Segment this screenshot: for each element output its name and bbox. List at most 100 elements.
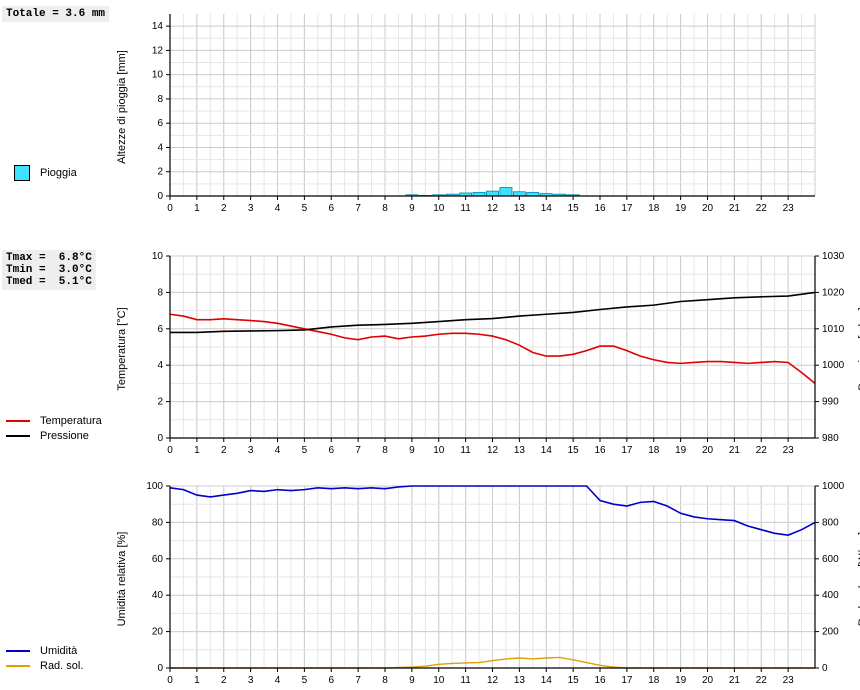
humid-chart: 0123456789101112131415161718192021222302…: [130, 478, 860, 688]
svg-text:19: 19: [675, 203, 687, 214]
svg-text:0: 0: [157, 191, 163, 202]
svg-text:8: 8: [157, 94, 163, 105]
svg-text:0: 0: [822, 663, 828, 674]
svg-text:12: 12: [487, 203, 499, 214]
svg-text:10: 10: [433, 445, 445, 456]
legend-label: Pressione: [40, 430, 89, 442]
svg-text:1: 1: [194, 675, 200, 686]
legend-line: [6, 650, 30, 652]
svg-text:12: 12: [487, 445, 499, 456]
svg-text:5: 5: [302, 675, 308, 686]
svg-text:12: 12: [152, 45, 164, 56]
svg-text:14: 14: [152, 21, 164, 32]
temp-info-box: Tmax = 6.8°C Tmin = 3.0°C Tmed = 5.1°C: [2, 250, 96, 290]
svg-text:1000: 1000: [822, 360, 845, 371]
svg-text:1030: 1030: [822, 251, 845, 262]
svg-text:21: 21: [729, 203, 741, 214]
legend-swatch: [14, 165, 30, 181]
svg-text:400: 400: [822, 590, 839, 601]
svg-text:16: 16: [594, 675, 606, 686]
svg-text:1: 1: [194, 203, 200, 214]
svg-text:8: 8: [382, 675, 388, 686]
svg-text:12: 12: [487, 675, 499, 686]
svg-text:21: 21: [729, 675, 741, 686]
svg-text:5: 5: [302, 445, 308, 456]
svg-text:8: 8: [382, 203, 388, 214]
svg-text:22: 22: [756, 203, 768, 214]
legend-label: Temperatura: [40, 415, 102, 427]
svg-text:1010: 1010: [822, 324, 845, 335]
svg-text:10: 10: [152, 251, 164, 262]
svg-text:5: 5: [302, 203, 308, 214]
svg-text:2: 2: [221, 675, 227, 686]
svg-text:100: 100: [146, 481, 163, 492]
svg-text:1: 1: [194, 445, 200, 456]
svg-text:23: 23: [783, 675, 795, 686]
svg-text:17: 17: [621, 445, 633, 456]
svg-text:4: 4: [157, 360, 163, 371]
svg-text:1000: 1000: [822, 481, 845, 492]
svg-text:0: 0: [167, 445, 173, 456]
svg-text:6: 6: [157, 118, 163, 129]
svg-text:11: 11: [460, 203, 471, 214]
svg-text:22: 22: [756, 675, 768, 686]
legend-line: [6, 420, 30, 422]
svg-text:11: 11: [460, 445, 471, 456]
svg-text:20: 20: [702, 445, 714, 456]
svg-text:17: 17: [621, 203, 633, 214]
svg-text:19: 19: [675, 445, 687, 456]
svg-text:3: 3: [248, 203, 254, 214]
svg-text:8: 8: [382, 445, 388, 456]
svg-text:23: 23: [783, 445, 795, 456]
legend-line: [6, 665, 30, 667]
svg-text:16: 16: [594, 445, 606, 456]
svg-text:1020: 1020: [822, 287, 845, 298]
svg-text:10: 10: [433, 203, 445, 214]
svg-text:0: 0: [157, 663, 163, 674]
svg-text:3: 3: [248, 675, 254, 686]
svg-text:7: 7: [355, 675, 361, 686]
svg-text:200: 200: [822, 627, 839, 638]
svg-text:14: 14: [541, 445, 553, 456]
svg-text:18: 18: [648, 203, 660, 214]
svg-text:4: 4: [275, 675, 281, 686]
svg-text:20: 20: [702, 203, 714, 214]
svg-text:9: 9: [409, 203, 415, 214]
svg-text:10: 10: [433, 675, 445, 686]
svg-text:15: 15: [568, 675, 580, 686]
svg-text:600: 600: [822, 554, 839, 565]
svg-text:15: 15: [568, 445, 580, 456]
svg-text:800: 800: [822, 517, 839, 528]
svg-text:13: 13: [514, 445, 526, 456]
svg-text:0: 0: [167, 203, 173, 214]
svg-text:21: 21: [729, 445, 741, 456]
svg-text:20: 20: [152, 627, 164, 638]
svg-text:4: 4: [275, 445, 281, 456]
svg-text:990: 990: [822, 397, 839, 408]
temp-chart: 0123456789101112131415161718192021222302…: [130, 248, 860, 458]
svg-text:6: 6: [328, 675, 334, 686]
svg-text:6: 6: [157, 324, 163, 335]
rain-info-box: Totale = 3.6 mm: [2, 6, 109, 22]
svg-text:20: 20: [702, 675, 714, 686]
temp-legend-0: Temperatura: [6, 415, 102, 427]
temp-legend-1: Pressione: [6, 430, 89, 442]
svg-text:2: 2: [221, 445, 227, 456]
svg-text:4: 4: [275, 203, 281, 214]
svg-text:17: 17: [621, 675, 633, 686]
svg-text:2: 2: [157, 397, 163, 408]
svg-text:23: 23: [783, 203, 795, 214]
svg-text:980: 980: [822, 433, 839, 444]
humid-legend-0: Umidità: [6, 645, 77, 657]
svg-text:10: 10: [152, 70, 164, 81]
svg-text:2: 2: [157, 167, 163, 178]
svg-text:0: 0: [167, 675, 173, 686]
svg-text:2: 2: [221, 203, 227, 214]
svg-text:8: 8: [157, 287, 163, 298]
svg-text:14: 14: [541, 675, 553, 686]
svg-text:9: 9: [409, 445, 415, 456]
svg-text:9: 9: [409, 675, 415, 686]
legend-line: [6, 435, 30, 437]
svg-text:11: 11: [460, 675, 471, 686]
svg-text:6: 6: [328, 203, 334, 214]
